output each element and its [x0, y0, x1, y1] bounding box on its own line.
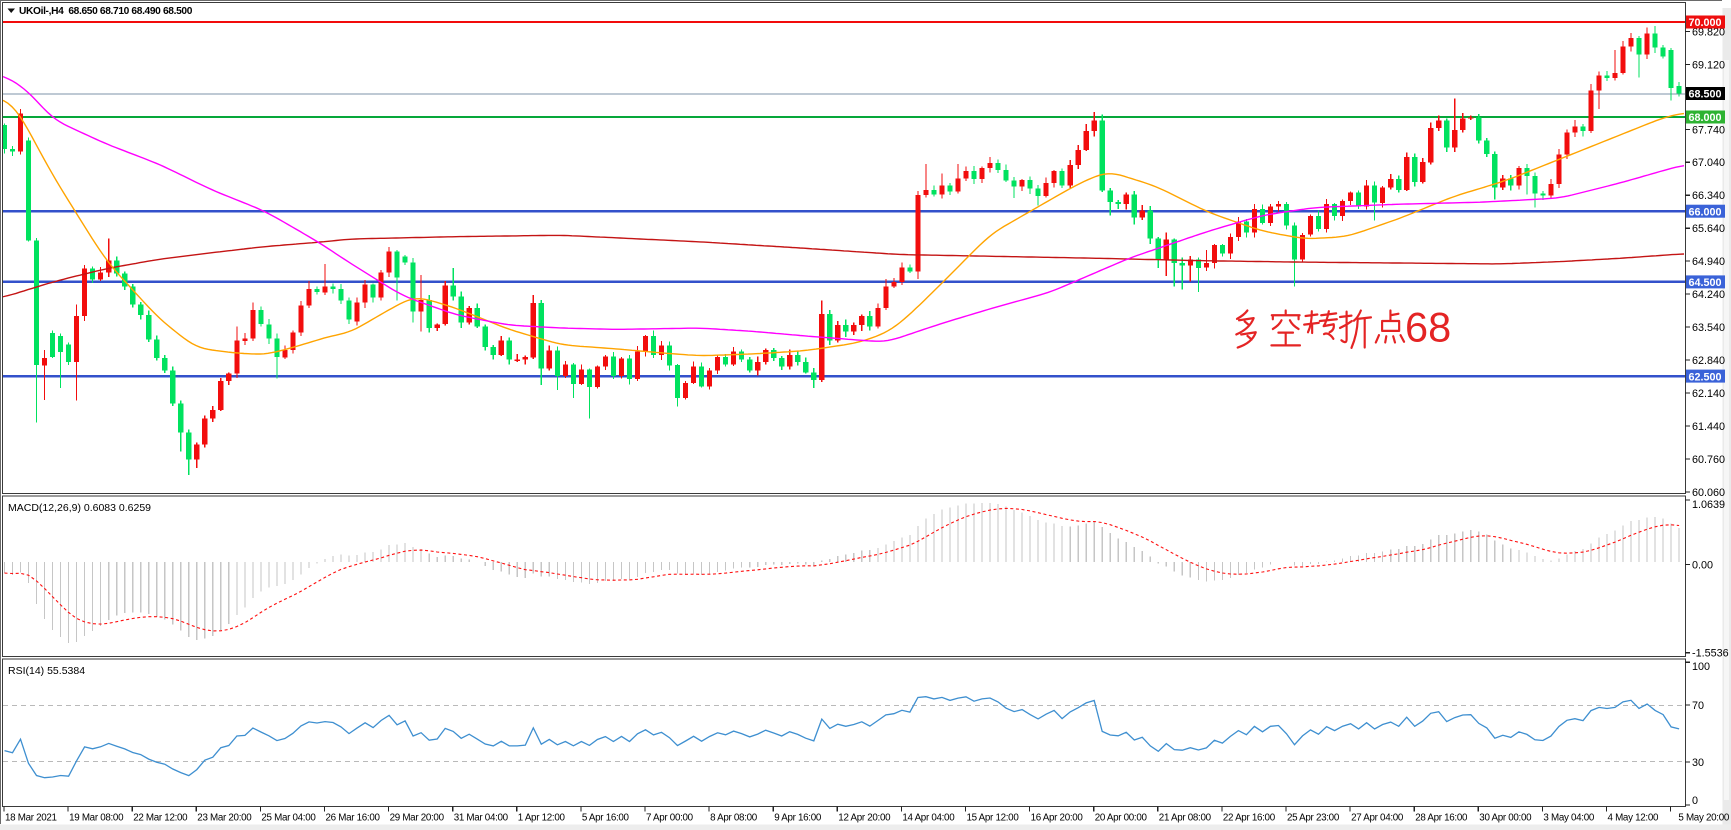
svg-text:5 May 20:00: 5 May 20:00 — [1678, 813, 1729, 824]
svg-text:25 Mar 04:00: 25 Mar 04:00 — [261, 813, 316, 824]
svg-text:MACD(12,26,9) 0.6083 0.6259: MACD(12,26,9) 0.6083 0.6259 — [8, 502, 151, 514]
svg-text:23 Mar 20:00: 23 Mar 20:00 — [197, 813, 252, 824]
svg-text:16 Apr 20:00: 16 Apr 20:00 — [1031, 813, 1084, 824]
svg-text:31 Mar 04:00: 31 Mar 04:00 — [454, 813, 509, 824]
svg-text:63.540: 63.540 — [1692, 322, 1725, 334]
svg-text:66.340: 66.340 — [1692, 190, 1725, 202]
svg-text:67.740: 67.740 — [1692, 124, 1725, 136]
svg-text:21 Apr 08:00: 21 Apr 08:00 — [1159, 813, 1212, 824]
svg-text:68.500: 68.500 — [1689, 89, 1722, 101]
svg-text:61.440: 61.440 — [1692, 421, 1725, 433]
svg-text:29 Mar 20:00: 29 Mar 20:00 — [390, 813, 445, 824]
svg-text:1.0639: 1.0639 — [1692, 499, 1725, 511]
svg-text:30 Apr 00:00: 30 Apr 00:00 — [1479, 813, 1532, 824]
svg-text:30: 30 — [1692, 757, 1704, 769]
svg-text:0: 0 — [1692, 795, 1698, 807]
svg-text:25 Apr 23:00: 25 Apr 23:00 — [1287, 813, 1340, 824]
svg-text:65.640: 65.640 — [1692, 223, 1725, 235]
svg-text:62.500: 62.500 — [1689, 371, 1722, 383]
svg-text:UKOil-,H4 68.650 68.710 68.49: UKOil-,H4 68.650 68.710 68.490 68.500 — [19, 6, 193, 17]
svg-text:0.00: 0.00 — [1692, 560, 1713, 572]
svg-text:18 Mar 2021: 18 Mar 2021 — [5, 813, 57, 824]
svg-text:9 Apr 16:00: 9 Apr 16:00 — [774, 813, 822, 824]
svg-text:22 Mar 12:00: 22 Mar 12:00 — [133, 813, 188, 824]
svg-text:100: 100 — [1692, 661, 1710, 673]
svg-text:60.060: 60.060 — [1692, 487, 1725, 499]
svg-text:14 Apr 04:00: 14 Apr 04:00 — [902, 813, 955, 824]
svg-text:67.040: 67.040 — [1692, 157, 1725, 169]
svg-text:12 Apr 20:00: 12 Apr 20:00 — [838, 813, 891, 824]
svg-text:69.120: 69.120 — [1692, 59, 1725, 71]
svg-text:4 May 12:00: 4 May 12:00 — [1608, 813, 1659, 824]
svg-text:3 May 04:00: 3 May 04:00 — [1543, 813, 1594, 824]
svg-text:64.500: 64.500 — [1689, 277, 1722, 289]
svg-text:66.000: 66.000 — [1689, 206, 1722, 218]
svg-text:70.000: 70.000 — [1689, 17, 1722, 29]
svg-text:1 Apr 12:00: 1 Apr 12:00 — [518, 813, 566, 824]
svg-text:69.820: 69.820 — [1692, 26, 1725, 38]
svg-text:RSI(14) 55.5384: RSI(14) 55.5384 — [8, 665, 85, 677]
svg-text:62.840: 62.840 — [1692, 355, 1725, 367]
svg-text:-1.5536: -1.5536 — [1692, 648, 1729, 660]
svg-text:20 Apr 00:00: 20 Apr 00:00 — [1095, 813, 1148, 824]
svg-text:26 Mar 16:00: 26 Mar 16:00 — [326, 813, 381, 824]
svg-text:60.760: 60.760 — [1692, 454, 1725, 466]
svg-text:7 Apr 00:00: 7 Apr 00:00 — [646, 813, 694, 824]
svg-text:15 Apr 12:00: 15 Apr 12:00 — [967, 813, 1020, 824]
svg-text:64.940: 64.940 — [1692, 256, 1725, 268]
svg-text:70: 70 — [1692, 700, 1704, 712]
svg-text:28 Apr 16:00: 28 Apr 16:00 — [1415, 813, 1468, 824]
svg-text:8 Apr 08:00: 8 Apr 08:00 — [710, 813, 758, 824]
svg-text:68.000: 68.000 — [1689, 112, 1722, 124]
svg-text:62.140: 62.140 — [1692, 388, 1725, 400]
svg-text:5 Apr 16:00: 5 Apr 16:00 — [582, 813, 630, 824]
svg-text:68: 68 — [1405, 304, 1451, 351]
svg-text:64.240: 64.240 — [1692, 289, 1725, 301]
svg-text:22 Apr 16:00: 22 Apr 16:00 — [1223, 813, 1276, 824]
svg-text:19 Mar 08:00: 19 Mar 08:00 — [69, 813, 124, 824]
svg-text:27 Apr 04:00: 27 Apr 04:00 — [1351, 813, 1404, 824]
